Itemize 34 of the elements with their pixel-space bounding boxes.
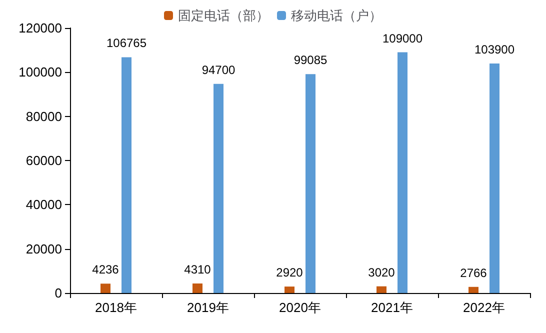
y-tick-label: 20000 <box>26 241 62 256</box>
bar <box>468 286 478 293</box>
data-label: 109000 <box>382 31 423 46</box>
data-label: 106765 <box>106 36 147 50</box>
bar <box>376 286 386 293</box>
bar <box>398 52 408 293</box>
data-label: 2920 <box>276 266 304 280</box>
data-label: 94700 <box>202 62 236 77</box>
legend-label: 移动电话（户） <box>291 8 382 23</box>
y-tick-label: 120000 <box>18 20 62 36</box>
data-label: 103900 <box>474 42 515 57</box>
bar <box>192 283 202 293</box>
data-label: 2766 <box>460 266 488 280</box>
bar <box>490 64 500 293</box>
y-tick-label: 0 <box>54 286 62 300</box>
y-tick-label: 100000 <box>18 64 62 80</box>
legend-label: 固定电话（部） <box>178 8 269 23</box>
x-tick-label: 2020年 <box>279 300 321 315</box>
bar <box>306 74 316 293</box>
x-tick-label: 2021年 <box>371 300 413 315</box>
data-label: 3020 <box>368 265 396 280</box>
data-label: 4310 <box>184 262 212 276</box>
x-tick-label: 2019年 <box>187 300 229 315</box>
x-tick-label: 2022年 <box>463 300 505 315</box>
bar <box>122 57 132 293</box>
y-tick-label: 60000 <box>26 153 62 168</box>
bar <box>100 284 110 293</box>
y-tick-label: 80000 <box>26 108 62 124</box>
y-tick-label: 40000 <box>26 197 62 212</box>
data-label: 99085 <box>294 53 328 68</box>
x-tick-label: 2018年 <box>95 300 137 315</box>
data-label: 4236 <box>92 262 120 277</box>
bar <box>214 84 224 293</box>
bar <box>284 286 294 293</box>
